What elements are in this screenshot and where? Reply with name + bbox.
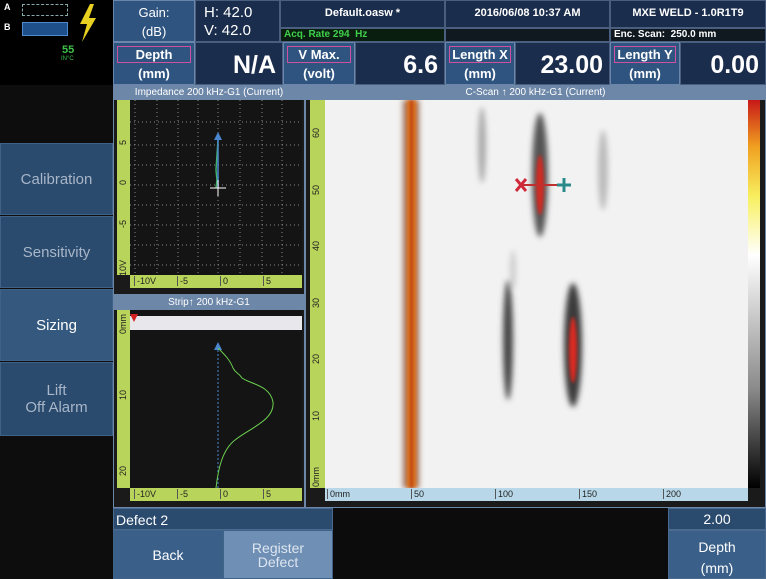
- reading-value: 0.00: [710, 51, 759, 79]
- reading-unit: (mm): [464, 66, 496, 81]
- param-button[interactable]: Depth (mm): [668, 530, 766, 579]
- color-bar: [748, 100, 760, 488]
- menu-button[interactable]: Calibration: [0, 143, 113, 215]
- reading-label-cell: V Max. (volt): [283, 42, 355, 85]
- reading-unit: (mm): [138, 66, 170, 81]
- reading-unit: (volt): [303, 66, 335, 81]
- tick-label: 5: [263, 489, 271, 499]
- cscan-y-ruler: [310, 100, 325, 488]
- gain-label: Gain:: [138, 5, 170, 20]
- file-name: Default.oasw *: [324, 7, 401, 19]
- reading-label-cell: Length Y (mm): [610, 42, 680, 85]
- tick-label: -5: [177, 489, 188, 499]
- temperature-unit: IN°C: [61, 56, 74, 62]
- gain-unit: (dB): [141, 24, 167, 39]
- cscan-x-ruler: [325, 488, 748, 501]
- tick-label: 200: [663, 489, 681, 499]
- probe: MXE WELD - 1.0R1T9: [632, 7, 744, 19]
- menu-button[interactable]: Sensitivity: [0, 216, 113, 288]
- param-unit: (mm): [700, 560, 734, 576]
- temperature: 55: [62, 44, 75, 56]
- reading-unit: (mm): [629, 66, 661, 81]
- tick-label: 150: [579, 489, 597, 499]
- battery-b: [22, 22, 68, 36]
- channel-b: B: [4, 22, 11, 32]
- gain-h: H: 42.0: [204, 4, 253, 21]
- tick-label: -5: [118, 220, 128, 229]
- reading-value-cell: N/A: [195, 42, 283, 85]
- datetime: 2016/06/08 10:37 AM: [474, 7, 581, 19]
- probe-cell: MXE WELD - 1.0R1T9: [610, 0, 766, 28]
- channel-a: A: [4, 2, 11, 12]
- tick-label: 5: [263, 276, 271, 286]
- cscan-image: [325, 100, 748, 488]
- strip-plot: [130, 310, 302, 488]
- battery-a: [22, 4, 68, 16]
- tick-label: 0: [220, 489, 228, 499]
- enc-cell: Enc. Scan: 250.0 mm: [610, 28, 766, 42]
- tick-label: 0mm: [327, 489, 350, 499]
- tick-label: -10V: [134, 276, 156, 286]
- tick-label: -10V: [118, 260, 128, 280]
- reading-value: 6.6: [403, 51, 438, 79]
- impedance-plot: [130, 100, 302, 275]
- strip-y-ruler: [117, 310, 130, 488]
- acq-rate: Acq. Rate 294 Hz: [284, 29, 368, 40]
- reading-value: 23.00: [540, 51, 603, 79]
- reading-label: V Max.: [287, 46, 351, 63]
- register-button[interactable]: Register Defect: [223, 530, 333, 579]
- reading-label: Depth: [117, 46, 191, 63]
- back-button[interactable]: Back: [113, 530, 223, 579]
- tick-label: 10: [311, 410, 321, 421]
- menu-button[interactable]: Sizing: [0, 289, 113, 361]
- tick-label: 20: [118, 466, 128, 477]
- power-icon: [80, 4, 96, 42]
- acq-cell: Acq. Rate 294 Hz: [280, 28, 445, 42]
- reading-value-cell: 6.6: [355, 42, 445, 85]
- reading-value-cell: 23.00: [515, 42, 610, 85]
- menu-button[interactable]: Lift Off Alarm: [0, 362, 113, 436]
- tick-label: 10: [118, 390, 128, 401]
- status-area: A B 55 IN°C: [0, 0, 113, 85]
- file-cell: Default.oasw *: [280, 0, 445, 28]
- tick-label: 60: [311, 128, 321, 139]
- tick-label: 30: [311, 297, 321, 308]
- tick-label: 5: [118, 140, 128, 146]
- tick-label: 0mm: [311, 467, 321, 487]
- enc-scan: Enc. Scan: 250.0 mm: [614, 29, 717, 40]
- reading-value-cell: 0.00: [680, 42, 766, 85]
- datetime-cell: 2016/06/08 10:37 AM: [445, 0, 610, 28]
- tick-label: 0: [118, 180, 128, 186]
- empty-cell: [445, 28, 610, 42]
- reading-label-cell: Depth (mm): [113, 42, 195, 85]
- tick-label: 100: [495, 489, 513, 499]
- cscan-title: C-Scan ↑ 200 kHz-G1 (Current): [306, 86, 765, 100]
- reading-label: Length X: [449, 46, 511, 63]
- reading-value: N/A: [232, 51, 276, 79]
- gain-label-cell: Gain: (dB): [113, 0, 195, 42]
- tick-label: 50: [311, 184, 321, 195]
- tick-label: 0: [220, 276, 228, 286]
- reading-label-cell: Length X (mm): [445, 42, 515, 85]
- tick-label: 20: [311, 354, 321, 365]
- strip-title: Strip↑ 200 kHz-G1: [114, 296, 304, 310]
- defect-label: Defect 2: [116, 512, 169, 528]
- tick-label: 40: [311, 241, 321, 252]
- reading-label: Length Y: [614, 46, 676, 63]
- gain-v: V: 42.0: [204, 22, 251, 39]
- param-value: 2.00: [668, 508, 766, 530]
- gain-value-cell: H: 42.0 V: 42.0: [195, 0, 280, 42]
- impedance-title: Impedance 200 kHz-G1 (Current): [114, 86, 304, 100]
- strip-x-ruler: [130, 488, 302, 501]
- impedance-x-ruler: [130, 275, 302, 288]
- tick-label: -5: [177, 276, 188, 286]
- tick-label: 50: [411, 489, 424, 499]
- param-name: Depth: [698, 539, 736, 555]
- tick-label: -10V: [134, 489, 156, 499]
- defect-bar: Defect 2: [113, 508, 333, 530]
- impedance-y-ruler: [117, 100, 130, 275]
- tick-label: 0mm: [118, 314, 128, 334]
